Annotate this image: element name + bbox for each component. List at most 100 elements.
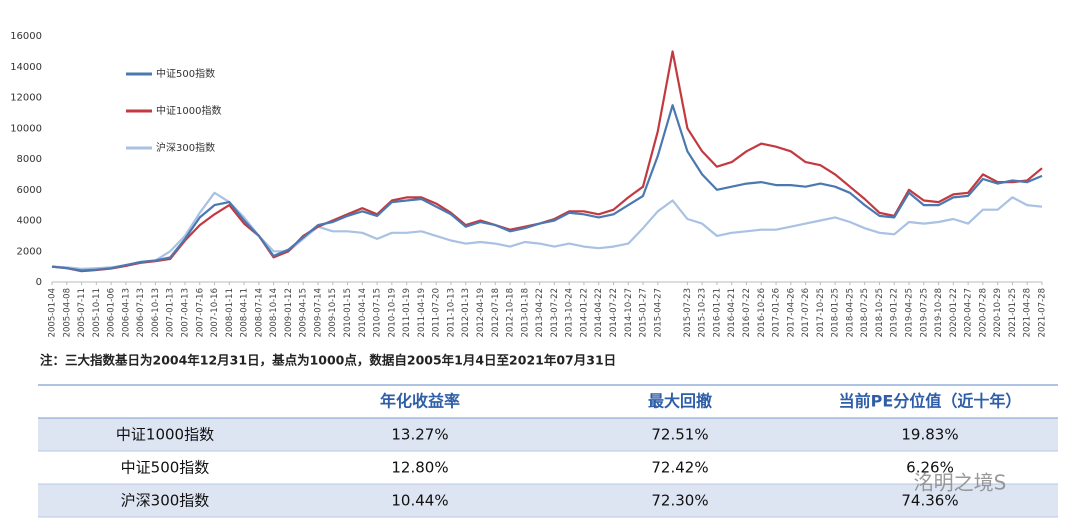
legend-label: 沪深300指数 (156, 141, 215, 154)
x-tick-label: 2015-04-27 (653, 288, 663, 337)
x-tick-label: 2014-07-22 (609, 288, 619, 337)
table-header: 最大回撤 (648, 392, 712, 411)
watermark: 洺明之境S (914, 471, 1007, 495)
legend-label: 中证500指数 (156, 67, 215, 80)
x-tick-label: 2009-07-14 (313, 288, 323, 337)
x-tick-label: 2016-01-21 (712, 288, 722, 337)
x-tick-label: 2009-01-12 (284, 288, 294, 337)
x-tick-label: 2010-10-19 (387, 288, 397, 337)
table-cell: 72.51% (651, 426, 708, 444)
table-cell: 12.80% (391, 459, 448, 477)
x-tick-label: 2010-07-15 (373, 288, 383, 337)
x-tick-label: 2012-01-13 (461, 288, 471, 337)
x-tick-label: 2015-10-23 (698, 288, 708, 337)
x-tick-label: 2011-04-19 (417, 288, 427, 337)
x-tick-label: 2020-10-29 (993, 288, 1003, 337)
table-cell: 10.44% (391, 492, 448, 510)
x-tick-label: 2006-07-13 (136, 288, 146, 337)
y-tick-label: 6000 (17, 185, 42, 196)
table-cell: 沪深300指数 (121, 492, 210, 510)
table-header: 当前PE分位值（近十年） (839, 392, 1022, 411)
x-tick-label: 2008-07-14 (254, 288, 264, 337)
x-tick-label: 2021-04-28 (1023, 288, 1033, 337)
x-tick-label: 2017-04-26 (786, 288, 796, 337)
x-tick-label: 2008-10-14 (269, 288, 279, 337)
legend-label: 中证1000指数 (156, 104, 221, 117)
table-cell: 中证500指数 (121, 459, 210, 477)
x-tick-label: 2013-10-24 (565, 288, 575, 337)
x-tick-label: 2017-07-26 (801, 288, 811, 337)
x-tick-label: 2016-07-22 (742, 288, 752, 337)
table-cell: 13.27% (391, 426, 448, 444)
x-tick-label: 2010-01-15 (343, 288, 353, 337)
table-header: 年化收益率 (380, 392, 460, 411)
x-tick-label: 2016-04-21 (727, 288, 737, 337)
x-tick-label: 2019-01-22 (890, 288, 900, 337)
x-tick-label: 2011-10-13 (446, 288, 456, 337)
x-tick-label: 2007-10-16 (210, 288, 220, 337)
x-tick-label: 2018-10-25 (875, 288, 885, 337)
table-cell: 72.42% (651, 459, 708, 477)
y-tick-label: 12000 (10, 93, 42, 104)
y-tick-label: 0 (36, 277, 42, 288)
x-tick-label: 2018-07-25 (860, 288, 870, 337)
x-tick-label: 2020-04-27 (964, 288, 974, 337)
y-tick-label: 10000 (10, 123, 42, 134)
x-tick-label: 2005-04-08 (62, 288, 72, 337)
x-tick-label: 2013-04-22 (535, 288, 545, 337)
x-tick-label: 2009-04-15 (299, 288, 309, 337)
x-tick-label: 2015-07-23 (683, 288, 693, 337)
x-tick-label: 2013-07-22 (550, 288, 560, 337)
row-band (38, 418, 1058, 451)
x-tick-label: 2019-07-25 (919, 288, 929, 337)
x-tick-label: 2021-01-25 (1008, 288, 1018, 337)
series-line (51, 50, 1043, 273)
x-tick-label: 2006-10-13 (151, 288, 161, 337)
x-tick-label: 2005-01-04 (48, 288, 58, 337)
table-cell: 74.36% (901, 492, 958, 510)
x-tick-label: 2015-01-27 (639, 288, 649, 337)
x-tick-label: 2007-04-13 (180, 288, 190, 337)
x-tick-label: 2006-01-06 (107, 288, 117, 337)
x-tick-label: 2008-04-11 (240, 288, 250, 337)
x-tick-label: 2014-10-27 (624, 288, 634, 337)
x-tick-label: 2018-01-25 (831, 288, 841, 337)
table-cell: 6.26% (906, 459, 954, 477)
x-tick-label: 2012-07-18 (491, 288, 501, 337)
x-tick-label: 2012-04-19 (476, 288, 486, 337)
x-tick-label: 2009-10-15 (328, 288, 338, 337)
x-tick-label: 2017-01-26 (772, 288, 782, 337)
y-tick-label: 4000 (17, 216, 42, 227)
row-band (38, 484, 1058, 517)
series-line (51, 104, 1043, 272)
x-tick-label: 2005-10-11 (92, 288, 102, 337)
x-tick-label: 2008-01-11 (225, 288, 235, 337)
x-tick-label: 2018-04-25 (845, 288, 855, 337)
y-tick-label: 16000 (10, 31, 42, 42)
table-cell: 19.83% (901, 426, 958, 444)
x-tick-label: 2011-01-19 (402, 288, 412, 337)
x-tick-label: 2005-07-11 (77, 288, 87, 337)
x-tick-label: 2007-07-16 (195, 288, 205, 337)
x-tick-label: 2016-10-26 (757, 288, 767, 337)
x-tick-label: 2014-01-22 (579, 288, 589, 337)
x-tick-label: 2011-07-20 (432, 288, 442, 337)
x-tick-label: 2006-04-13 (121, 288, 131, 337)
x-tick-label: 2010-04-14 (358, 288, 368, 337)
x-tick-label: 2019-10-28 (934, 288, 944, 337)
table-cell: 中证1000指数 (116, 426, 214, 444)
x-tick-label: 2017-10-25 (816, 288, 826, 337)
x-tick-label: 2020-07-28 (978, 288, 988, 337)
x-tick-label: 2019-04-25 (905, 288, 915, 337)
x-tick-label: 2013-01-18 (520, 288, 530, 337)
x-tick-label: 2012-10-18 (506, 288, 516, 337)
note: 注：三大指数基日为2004年12月31日，基点为1000点，数据自2005年1月… (40, 353, 616, 368)
y-tick-label: 2000 (17, 246, 42, 257)
x-tick-label: 2021-07-28 (1038, 288, 1048, 337)
x-tick-label: 2007-01-13 (166, 288, 176, 337)
series-line (51, 191, 1043, 270)
y-tick-label: 8000 (17, 154, 42, 165)
table-cell: 72.30% (651, 492, 708, 510)
x-tick-label: 2014-04-22 (594, 288, 604, 337)
